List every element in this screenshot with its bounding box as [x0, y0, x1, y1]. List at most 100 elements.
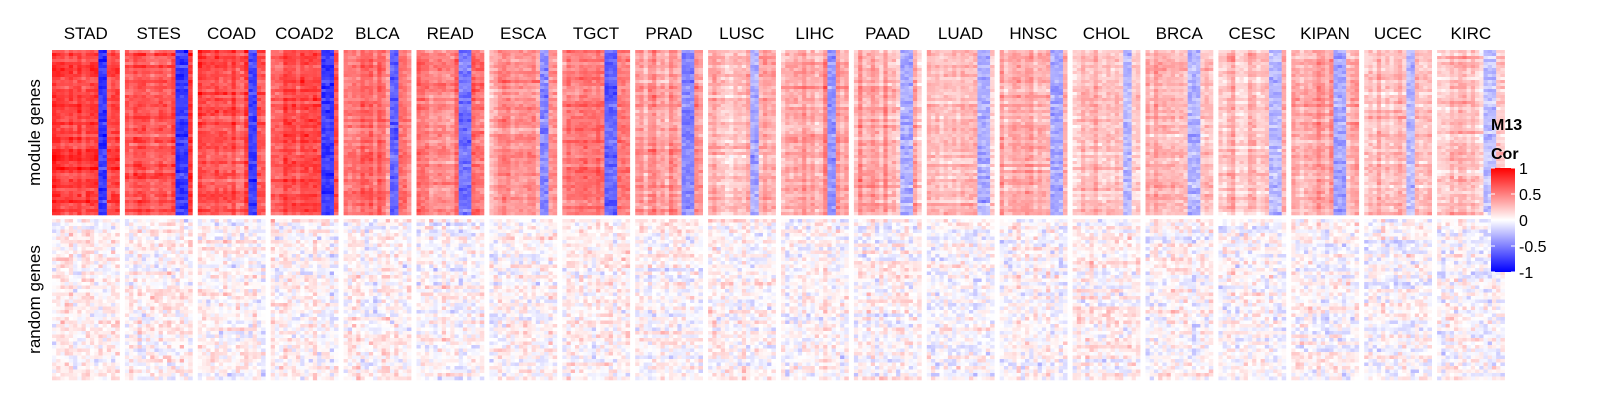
heatmap-cell [188, 179, 193, 183]
heatmap-cell [390, 59, 395, 63]
heatmap-cell [381, 56, 387, 60]
heatmap-cell [218, 155, 224, 159]
heatmap-cell [385, 152, 391, 156]
heatmap-cell [162, 143, 168, 147]
heatmap-cell [360, 167, 365, 171]
heatmap-cell [183, 209, 189, 213]
heatmap-cell [188, 161, 193, 165]
heatmap-cell [98, 212, 103, 216]
heatmap-cell [81, 212, 87, 216]
heatmap-cell [68, 167, 74, 171]
heatmap-cell [60, 98, 65, 102]
heatmap-cell [145, 188, 151, 192]
heatmap-cell [124, 110, 130, 114]
heatmap-cell [300, 143, 305, 147]
heatmap-cell [248, 101, 253, 105]
heatmap-cell [141, 197, 147, 201]
heatmap-cell [437, 86, 443, 90]
heatmap-cell [162, 182, 168, 186]
heatmap-cell [210, 50, 215, 54]
heatmap-cell [398, 176, 403, 180]
heatmap-cell [162, 194, 168, 198]
heatmap-cell [274, 110, 280, 114]
heatmap-cell [94, 71, 99, 75]
heatmap-cell [270, 200, 276, 204]
heatmap-cell [429, 92, 434, 96]
heatmap-cell [60, 92, 65, 96]
heatmap-cell [368, 50, 374, 54]
heatmap-cell [433, 59, 438, 63]
heatmap-cell [274, 212, 280, 216]
heatmap-cell [368, 119, 374, 123]
heatmap-cell [167, 62, 172, 66]
heatmap-cell [52, 59, 57, 63]
heatmap-cell [64, 164, 70, 168]
heatmap-cell [446, 86, 451, 90]
heatmap-cell [188, 113, 193, 117]
heatmap-cell [270, 173, 276, 177]
heatmap-cell [296, 188, 301, 192]
heatmap-cell [81, 101, 87, 105]
heatmap-cell [106, 71, 112, 75]
heatmap-cell [150, 140, 155, 144]
heatmap-cell [283, 65, 288, 69]
heatmap-cell [197, 89, 203, 93]
heatmap-cell [115, 137, 120, 141]
heatmap-cell [133, 110, 138, 114]
heatmap-cell [197, 194, 203, 198]
heatmap-cell [416, 104, 422, 108]
heatmap-cell [352, 167, 357, 171]
heatmap-cell [287, 89, 293, 93]
heatmap-cell [197, 131, 203, 135]
heatmap-cell [218, 167, 224, 171]
heatmap-cell [333, 158, 339, 162]
heatmap-cell [429, 125, 434, 129]
heatmap-cell [235, 77, 241, 81]
heatmap-cell [312, 134, 318, 138]
heatmap-cell [124, 101, 130, 105]
heatmap-cell [312, 86, 318, 90]
heatmap-cell [150, 104, 155, 108]
heatmap-cell [60, 56, 65, 60]
heatmap-cell [450, 92, 455, 96]
heatmap-cell [106, 155, 112, 159]
heatmap-cell [394, 101, 399, 105]
heatmap-cell [52, 92, 57, 96]
heatmap-cell [304, 155, 309, 159]
heatmap-cell [325, 134, 331, 138]
heatmap-cell [64, 77, 70, 81]
heatmap-cell [115, 56, 120, 60]
heatmap-cell [141, 140, 147, 144]
heatmap-cell [94, 53, 99, 57]
heatmap-cell [206, 185, 211, 189]
heatmap-cell [171, 191, 176, 195]
heatmap-cell [333, 134, 339, 138]
heatmap-cell [308, 176, 314, 180]
heatmap-cell [102, 167, 108, 171]
heatmap-cell [197, 206, 203, 210]
heatmap-cell [77, 212, 82, 216]
heatmap-cell [244, 152, 249, 156]
heatmap-cell [94, 80, 99, 84]
heatmap-cell [171, 110, 176, 114]
heatmap-cell [317, 95, 322, 99]
heatmap-cell [471, 68, 476, 72]
heatmap-cell [333, 197, 339, 201]
heatmap-cell [223, 71, 228, 75]
heatmap-cell [154, 179, 159, 183]
heatmap-cell [360, 107, 365, 111]
heatmap-cell [450, 122, 455, 126]
heatmap-cell [325, 188, 331, 192]
heatmap-cell [197, 101, 203, 105]
heatmap-cell [145, 158, 151, 162]
heatmap-cell [283, 188, 288, 192]
heatmap-cell [81, 104, 87, 108]
heatmap-cell [441, 92, 447, 96]
heatmap-cell [343, 71, 349, 75]
heatmap-cell [356, 134, 361, 138]
heatmap-cell [150, 122, 155, 126]
heatmap-cell [202, 158, 207, 162]
heatmap-cell [433, 104, 438, 108]
heatmap-cell [333, 125, 339, 129]
heatmap-cell [360, 68, 365, 72]
